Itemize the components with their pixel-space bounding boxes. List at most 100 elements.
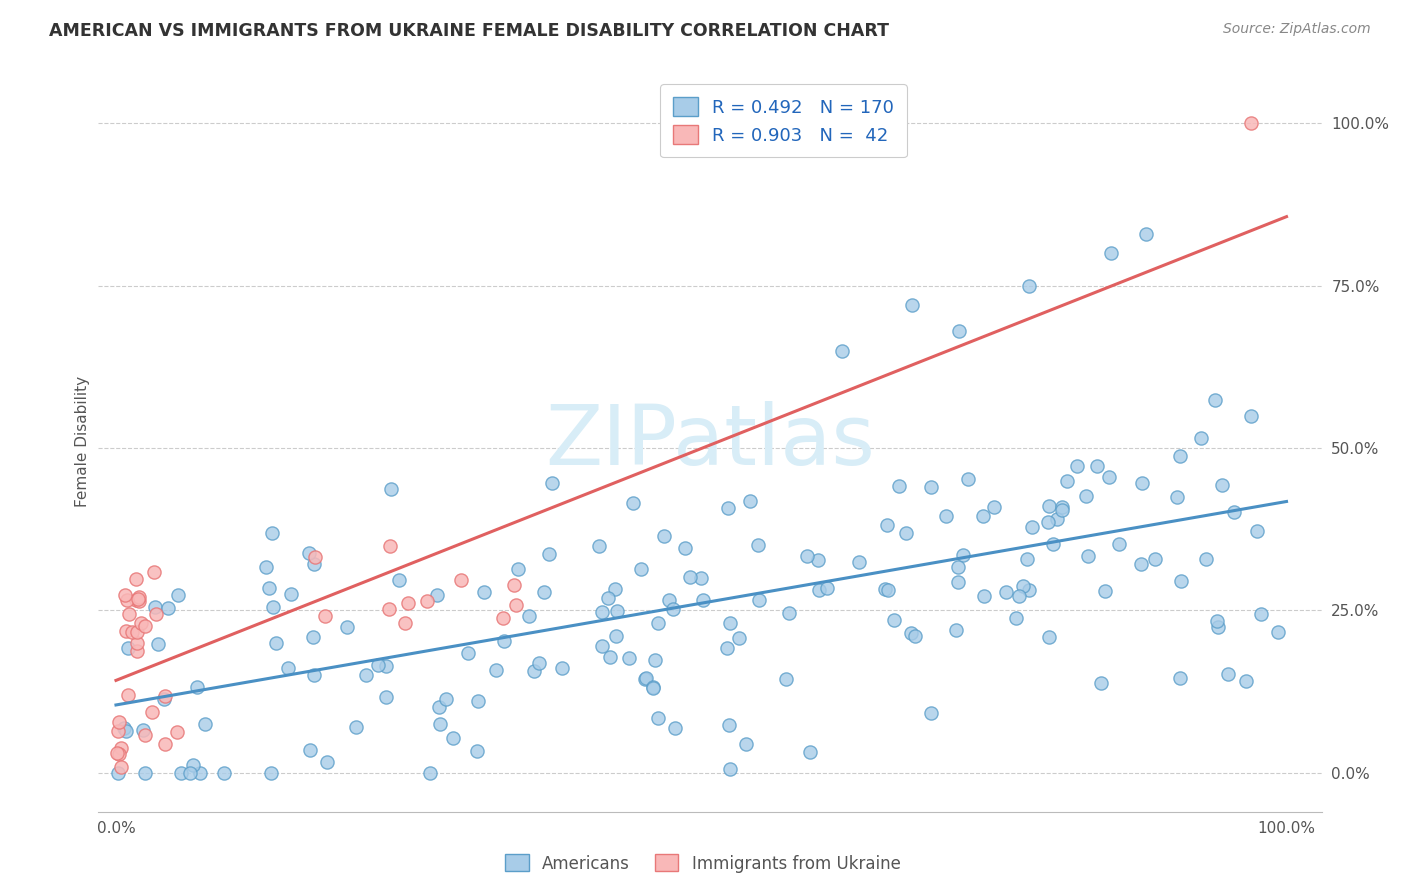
Point <box>302 557 325 571</box>
Point <box>738 494 761 508</box>
Text: AMERICAN VS IMMIGRANTS FROM UKRAINE FEMALE DISABILITY CORRELATION CHART: AMERICAN VS IMMIGRANTS FROM UKRAINE FEMA… <box>49 22 889 40</box>
Point <box>901 298 924 312</box>
Point <box>125 625 148 640</box>
Point <box>125 635 148 649</box>
Point <box>107 714 129 729</box>
Point <box>419 765 441 780</box>
Point <box>170 765 193 780</box>
Point <box>1204 393 1226 408</box>
Point <box>129 616 152 631</box>
Point <box>621 496 644 510</box>
Point <box>1218 666 1240 681</box>
Point <box>427 699 450 714</box>
Point <box>876 582 898 597</box>
Y-axis label: Female Disability: Female Disability <box>75 376 90 508</box>
Point <box>1240 409 1263 423</box>
Point <box>429 717 451 731</box>
Point <box>194 717 217 731</box>
Point <box>277 661 299 675</box>
Point <box>1018 278 1040 293</box>
Point <box>117 688 139 702</box>
Point <box>114 724 136 739</box>
Point <box>1135 227 1157 241</box>
Point <box>107 765 129 780</box>
Point <box>946 559 969 574</box>
Point <box>1240 116 1263 130</box>
Point <box>551 661 574 675</box>
Point <box>1168 671 1191 685</box>
Point <box>1042 537 1064 551</box>
Point <box>1108 537 1130 551</box>
Point <box>314 609 336 624</box>
Point <box>110 740 132 755</box>
Point <box>1004 611 1026 625</box>
Point <box>831 343 853 358</box>
Point <box>876 518 898 533</box>
Text: ZIPatlas: ZIPatlas <box>546 401 875 482</box>
Point <box>718 616 741 631</box>
Point <box>662 602 685 616</box>
Point <box>900 626 922 640</box>
Point <box>110 760 132 774</box>
Point <box>125 593 148 607</box>
Point <box>1056 474 1078 488</box>
Point <box>735 737 758 751</box>
Point <box>152 691 174 706</box>
Point <box>634 672 657 686</box>
Point <box>883 613 905 627</box>
Point <box>212 765 235 780</box>
Point <box>972 509 994 524</box>
Point <box>643 680 665 694</box>
Legend: Americans, Immigrants from Ukraine: Americans, Immigrants from Ukraine <box>499 847 907 880</box>
Point <box>728 632 751 646</box>
Point <box>127 644 149 658</box>
Point <box>505 598 527 612</box>
Point <box>658 593 681 607</box>
Point <box>1077 549 1099 563</box>
Point <box>132 723 155 738</box>
Point <box>107 723 129 738</box>
Point <box>517 609 540 624</box>
Point <box>1166 491 1188 505</box>
Point <box>134 619 156 633</box>
Point <box>775 672 797 686</box>
Point <box>186 680 208 694</box>
Point <box>141 705 163 719</box>
Point <box>457 646 479 660</box>
Point <box>1130 475 1153 490</box>
Point <box>380 483 402 497</box>
Point <box>679 569 702 583</box>
Point <box>718 762 741 776</box>
Point <box>1094 584 1116 599</box>
Point <box>995 585 1018 599</box>
Point <box>1267 624 1289 639</box>
Point <box>166 724 188 739</box>
Point <box>167 588 190 602</box>
Point <box>664 721 686 735</box>
Point <box>717 717 740 731</box>
Point <box>630 562 652 576</box>
Point <box>523 664 546 678</box>
Point <box>652 529 675 543</box>
Point <box>157 601 180 615</box>
Point <box>134 765 156 780</box>
Point <box>599 650 621 665</box>
Point <box>127 591 149 606</box>
Point <box>591 605 613 619</box>
Point <box>145 607 167 621</box>
Point <box>441 731 464 746</box>
Point <box>1099 246 1122 260</box>
Point <box>920 480 942 494</box>
Point <box>118 607 141 621</box>
Point <box>778 606 800 620</box>
Point <box>1018 582 1040 597</box>
Point <box>1130 557 1153 571</box>
Point <box>647 711 669 725</box>
Point <box>1050 500 1073 515</box>
Point <box>134 728 156 742</box>
Point <box>641 681 664 695</box>
Point <box>605 629 627 643</box>
Point <box>467 743 489 757</box>
Point <box>298 546 321 560</box>
Point <box>181 758 204 772</box>
